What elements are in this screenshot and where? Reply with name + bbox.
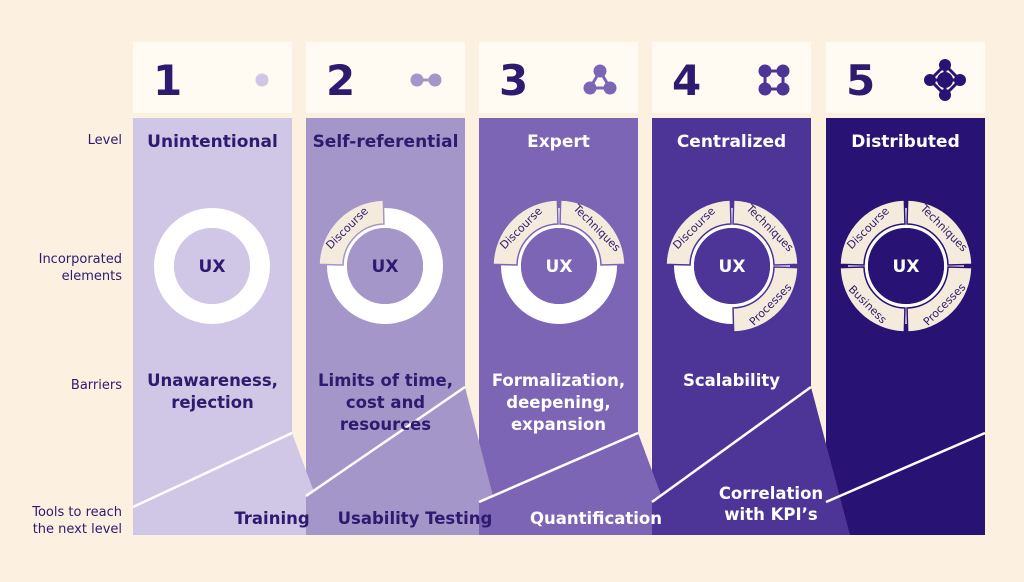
barrier-text-2: Limits of time,	[318, 371, 453, 390]
level-title-2: Self-referential	[313, 132, 459, 152]
ux-center-label: UX	[372, 257, 399, 277]
barrier-text-1: rejection	[171, 393, 254, 412]
ux-center-label: UX	[719, 257, 746, 277]
column-base-5	[826, 493, 985, 535]
network-icon	[924, 59, 966, 101]
level-title-4: Centralized	[677, 132, 786, 152]
row-label-tools: Tools to reach the next level	[32, 505, 122, 537]
tool-ribbon-3	[479, 433, 676, 535]
level-title-3: Expert	[527, 132, 590, 152]
barrier-text-3: Formalization,	[492, 371, 625, 390]
divider-line-2	[305, 385, 466, 498]
three-nodes-icon	[583, 64, 617, 95]
ux-center-label: UX	[546, 257, 573, 277]
tool-ribbon-2	[306, 387, 503, 535]
level-title-5: Distributed	[851, 132, 960, 152]
divider-line-5	[825, 431, 986, 504]
tool-text-4: with KPI’s	[724, 505, 818, 524]
four-nodes-icon	[758, 64, 790, 96]
barrier-text-4: Scalability	[683, 371, 780, 390]
tool-text-4: Correlation	[719, 484, 823, 503]
barrier-text-3: deepening,	[506, 393, 610, 412]
stage-number-5: 5	[846, 56, 875, 105]
barrier-text-2: cost and	[346, 393, 425, 412]
row-label-level: Level	[87, 133, 122, 148]
stage-header-3	[479, 42, 638, 113]
two-nodes-icon	[410, 73, 442, 87]
divider-line-1	[132, 431, 293, 509]
divider-line-3	[478, 431, 639, 504]
stage-number-4: 4	[672, 56, 701, 105]
barrier-text-3: expansion	[511, 415, 606, 434]
ux-center-label: UX	[893, 257, 920, 277]
tool-text-1: Training	[234, 509, 309, 528]
row-label-barriers: Barriers	[70, 378, 122, 393]
row-label-incorporated-elements: Incorporated elements	[38, 252, 122, 284]
stage-number-3: 3	[499, 56, 528, 105]
stage-number-1: 1	[153, 56, 182, 105]
ux-ring-1: UX	[154, 208, 270, 324]
barrier-text-1: Unawareness,	[147, 371, 278, 390]
stage-column-5	[826, 118, 985, 535]
tool-text-2: Usability Testing	[338, 509, 493, 528]
ux-center-label: UX	[199, 257, 226, 277]
barrier-text-2: resources	[340, 415, 431, 434]
single-node-icon	[255, 73, 269, 87]
tool-ribbon-4	[652, 387, 850, 535]
tool-ribbon-1	[133, 433, 330, 535]
tool-text-3: Quantification	[530, 509, 662, 528]
stage-number-2: 2	[326, 56, 355, 105]
level-title-1: Unintentional	[147, 132, 278, 152]
divider-line-4	[651, 385, 812, 504]
